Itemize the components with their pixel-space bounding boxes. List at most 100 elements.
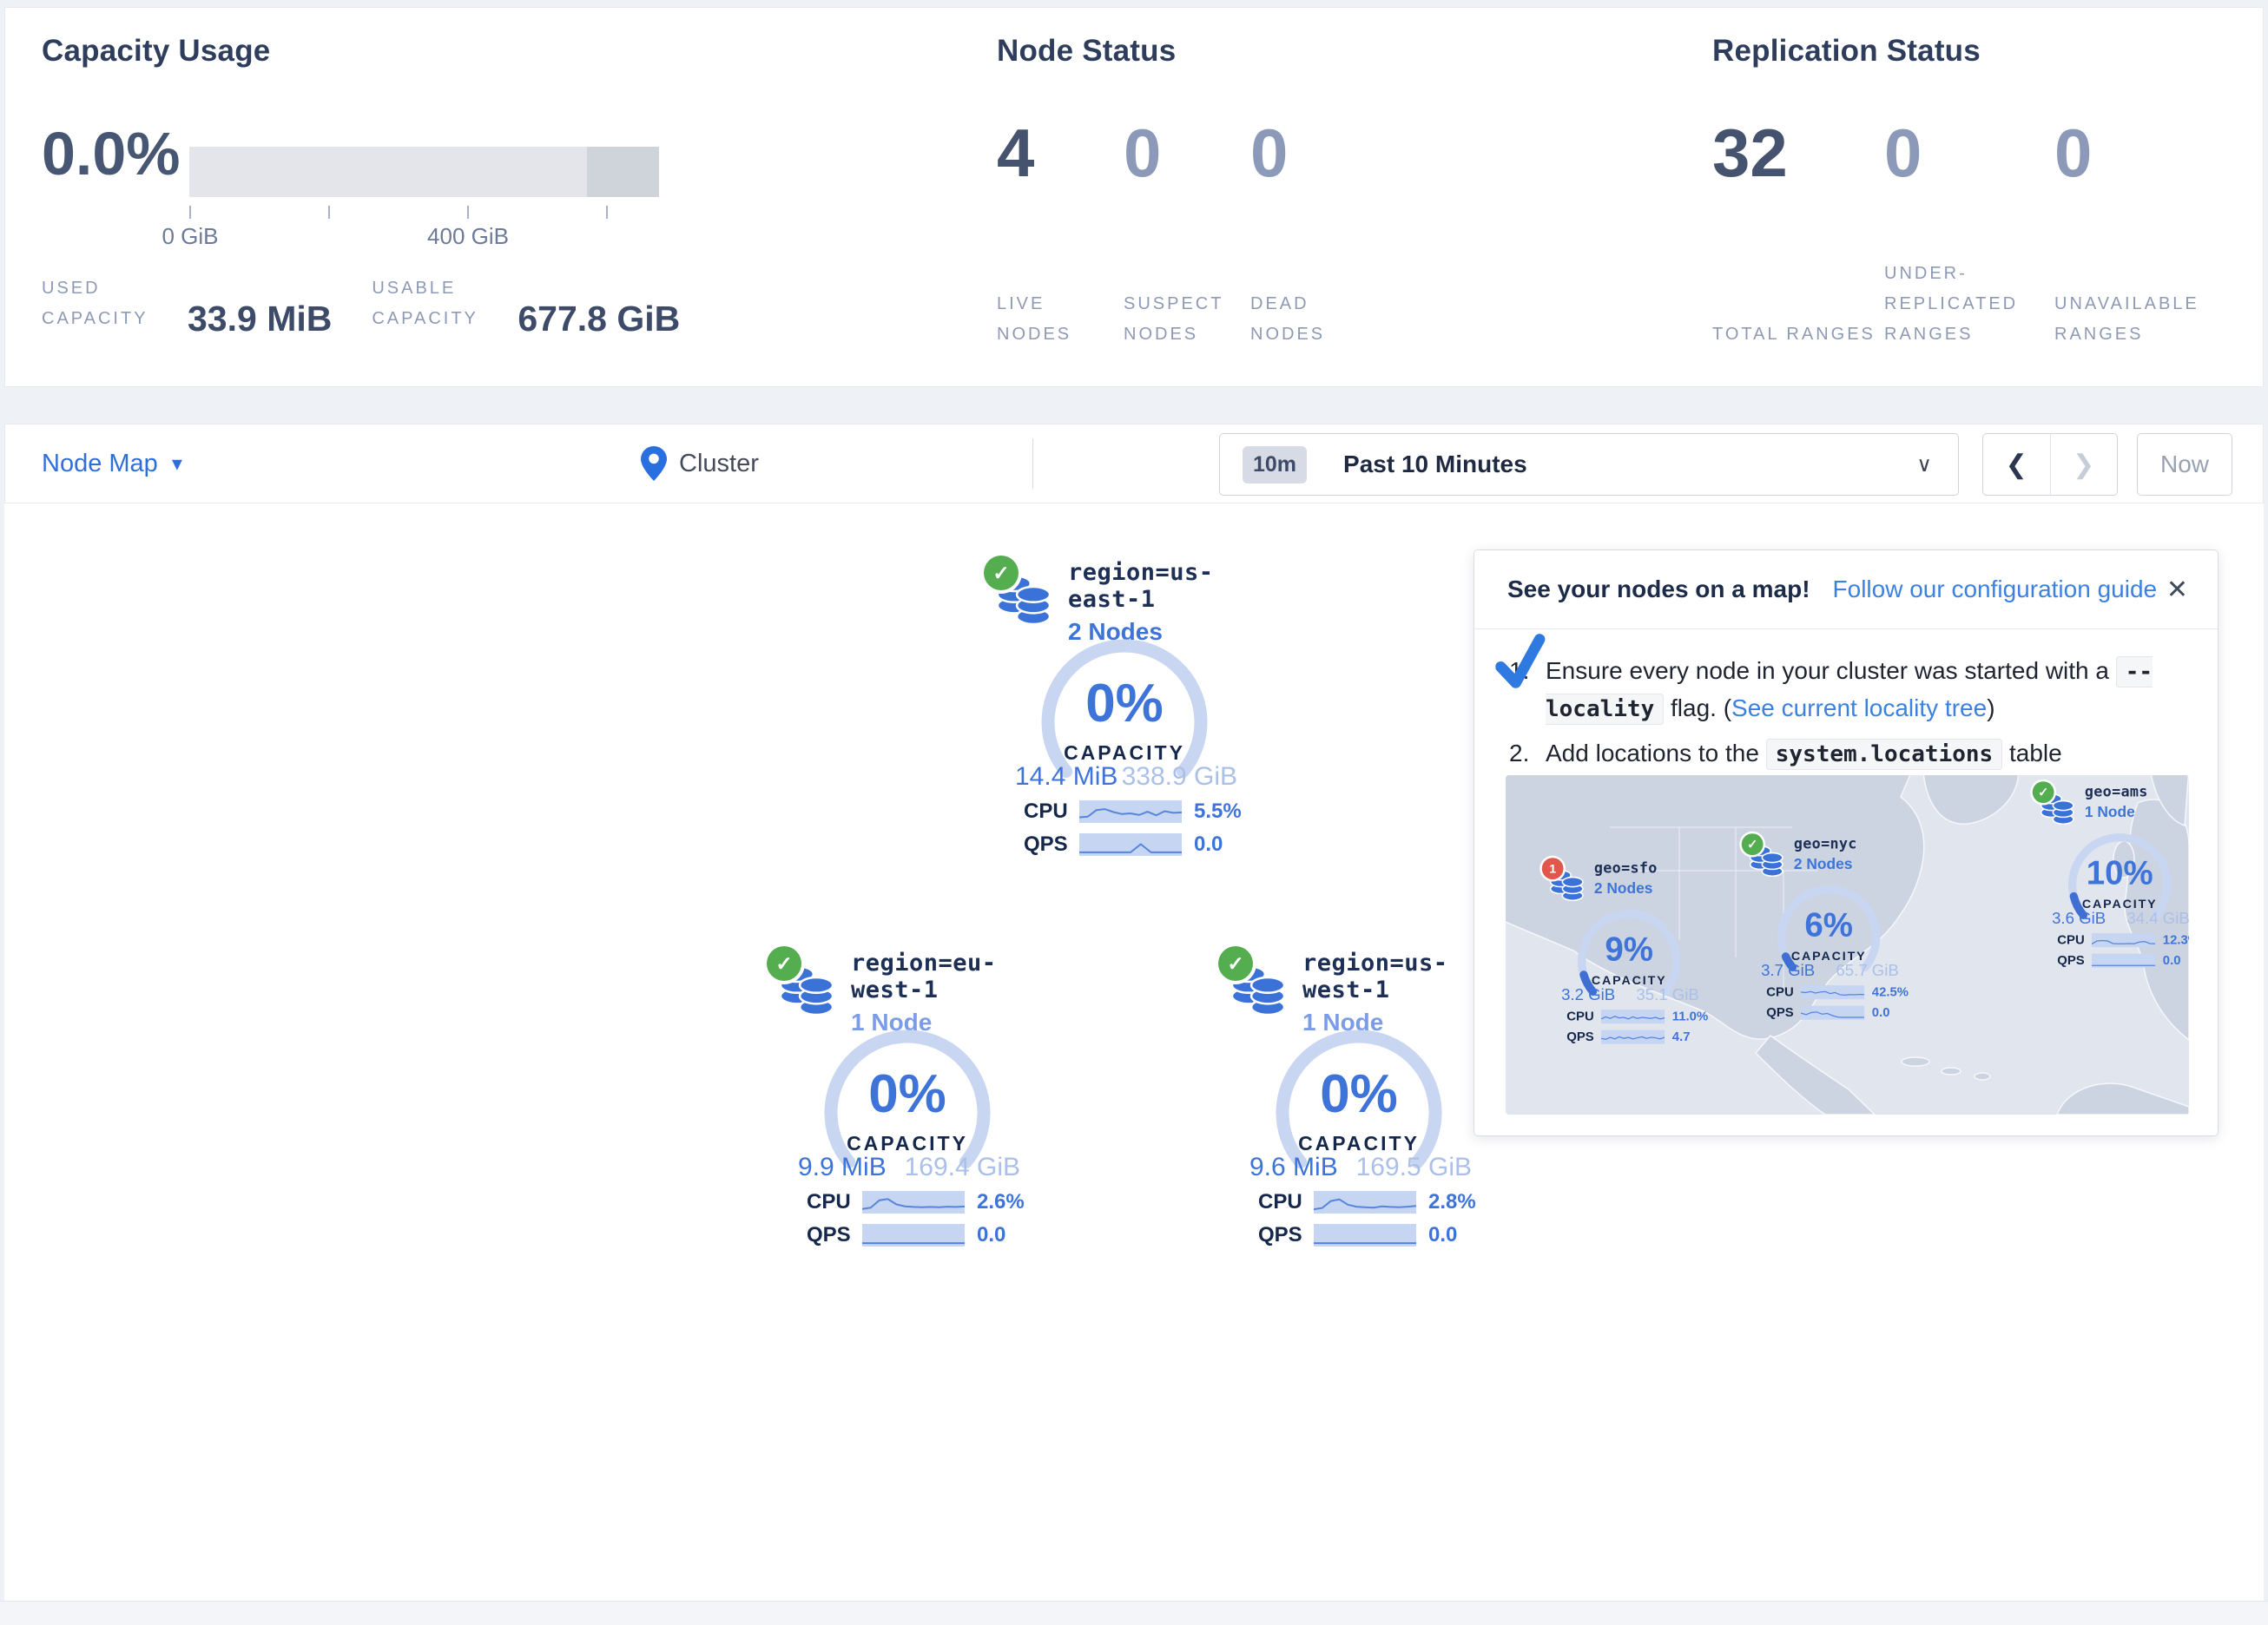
time-step-forward-button[interactable]: ❯ <box>2073 450 2095 479</box>
step-number: 2. <box>1509 739 1530 766</box>
cpu-metric-row: CPU 2.8% <box>1258 1189 1493 1215</box>
qps-label: QPS <box>1258 1223 1302 1247</box>
step-text: Add locations to the <box>1546 739 1766 766</box>
popup-header: See your nodes on a map! Follow our conf… <box>1474 550 2218 629</box>
qps-sparkline <box>2091 953 2156 968</box>
cpu-sparkline <box>1800 985 1865 1000</box>
page-footer-strip <box>0 1601 2268 1625</box>
node-map-config-popup: See your nodes on a map! Follow our conf… <box>1474 549 2219 1136</box>
time-step-back-button[interactable]: ❮ <box>1983 434 2051 495</box>
gauge-caption: CAPACITY <box>1591 972 1667 988</box>
cpu-metric-row: CPU 5.5% <box>1024 799 1258 825</box>
region-total-capacity: 35.1 GiB <box>1636 985 1699 1004</box>
cpu-label: CPU <box>807 1190 851 1214</box>
gauge-caption: CAPACITY <box>2081 896 2158 911</box>
region-card-us-east-1[interactable]: ✓ region=us-east-1 2 Nodes 0% CAPACITY 1… <box>984 554 1272 856</box>
close-icon[interactable]: ✕ <box>2166 575 2188 604</box>
gauge-percent: 9% <box>1605 931 1653 969</box>
region-metrics: CPU 42.5% QPS 0.0 <box>1766 984 1911 1025</box>
breadcrumb[interactable]: Cluster <box>641 424 759 503</box>
unavailable-count: 0 <box>2054 115 2093 191</box>
healthy-check-icon: ✓ <box>1741 833 1764 856</box>
region-used-capacity: 14.4 MiB <box>1015 762 1118 791</box>
cpu-value: 42.5% <box>1871 984 1909 1000</box>
cpu-label: CPU <box>1024 799 1068 823</box>
view-selector-dropdown[interactable]: Node Map ▾ <box>42 424 182 503</box>
under-replicated-count: 0 <box>1884 115 1922 191</box>
region-metrics: CPU 2.8% QPS 0.0 <box>1258 1189 1493 1255</box>
region-card-header: geo=ams 1 Node <box>2085 784 2148 821</box>
qps-metric-row: QPS 0.0 <box>807 1222 1041 1248</box>
breadcrumb-label: Cluster <box>679 449 759 477</box>
qps-sparkline <box>1079 833 1182 856</box>
usable-capacity-value: 677.8 GiB <box>518 299 681 339</box>
gauge-caption: CAPACITY <box>1790 948 1867 964</box>
database-icon: ✓ <box>2032 781 2078 827</box>
step-text: Ensure every node in your cluster was st… <box>1546 657 2116 684</box>
qps-label: QPS <box>1024 832 1068 856</box>
caret-down-icon: ▾ <box>171 451 182 476</box>
region-card-header: region=us-east-1 2 Nodes <box>1068 559 1272 646</box>
axis-tick <box>606 206 608 219</box>
world-map-graphic <box>1506 775 2189 1115</box>
qps-sparkline <box>1314 1224 1416 1247</box>
region-name: region=eu-west-1 <box>851 950 997 1003</box>
database-icon: ✓ <box>1741 833 1787 879</box>
capacity-gauge: 9% CAPACITY <box>1570 905 1688 1013</box>
dead-nodes-label: DEAD NODES <box>1250 294 1326 344</box>
suspect-nodes-count: 0 <box>1124 115 1162 191</box>
qps-sparkline <box>1800 1005 1865 1020</box>
replication-status-title: Replication Status <box>1712 34 1981 68</box>
region-metrics: CPU 12.3% QPS 0.0 <box>2057 932 2189 973</box>
region-card-header: geo=sfo 2 Nodes <box>1594 860 1658 898</box>
gauge-percent: 0% <box>1320 1064 1398 1124</box>
region-total-capacity: 34.4 GiB <box>2126 909 2189 928</box>
node-map-canvas: ✓ region=us-east-1 2 Nodes 0% CAPACITY 1… <box>4 503 2264 1602</box>
suspect-nodes-label: SUSPECT NODES <box>1124 294 1224 344</box>
cpu-sparkline <box>1079 800 1182 823</box>
axis-tick <box>467 206 469 219</box>
cpu-label: CPU <box>1566 1009 1594 1024</box>
region-card-us-west-1[interactable]: ✓ region=us-west-1 1 Node 0% CAPACITY 9.… <box>1218 944 1507 1247</box>
cpu-value: 2.6% <box>977 1190 1025 1214</box>
qps-label: QPS <box>2057 953 2085 968</box>
used-capacity-value: 33.9 MiB <box>188 299 333 339</box>
usable-capacity-label: USABLE CAPACITY <box>372 279 478 328</box>
capacity-gauge: 10% CAPACITY <box>2060 829 2179 937</box>
region-name: geo=nyc <box>1793 835 1857 852</box>
gauge-caption: CAPACITY <box>847 1132 968 1155</box>
system-locations-code: system.locations <box>1765 738 2003 770</box>
region-name: geo=ams <box>2084 783 2148 800</box>
region-total-capacity: 338.9 GiB <box>1121 762 1237 791</box>
axis-tick-label: 0 GiB <box>162 223 219 249</box>
cluster-summary-panel: Capacity Usage 0.0% 0 GiB 400 GiB USED C… <box>4 7 2264 387</box>
blue-check-icon <box>1495 634 1546 688</box>
mini-region-card-geo-sfo: 1 geo=sfo 2 Nodes 9% CAPACITY <box>1541 857 1721 1044</box>
qps-value: 4.7 <box>1671 1030 1691 1044</box>
gauge-percent: 0% <box>1085 674 1164 734</box>
region-total-capacity: 65.7 GiB <box>1836 961 1899 980</box>
region-metrics: CPU 2.6% QPS 0.0 <box>807 1189 1041 1255</box>
region-used-capacity: 3.6 GiB <box>2052 909 2106 928</box>
chevron-down-icon: ∨ <box>1916 452 1932 477</box>
capacity-gauge: 0% CAPACITY <box>1029 632 1220 806</box>
total-ranges-count: 32 <box>1712 115 1788 191</box>
database-icon: ✓ <box>1218 946 1291 1021</box>
time-range-selector[interactable]: 10m Past 10 Minutes ∨ <box>1219 433 1959 496</box>
qps-sparkline <box>1600 1030 1665 1044</box>
qps-metric-row: QPS 0.0 <box>1024 832 1258 858</box>
now-button[interactable]: Now <box>2137 433 2232 496</box>
configuration-guide-link[interactable]: Follow our configuration guide <box>1832 576 2158 602</box>
live-nodes-count: 4 <box>997 115 1035 191</box>
locality-tree-link[interactable]: See current locality tree <box>1731 694 1988 722</box>
gauge-percent: 10% <box>2086 854 2153 892</box>
region-card-header: geo=nyc 2 Nodes <box>1794 836 1857 873</box>
used-capacity-stat: USED CAPACITY 33.9 MiB <box>42 273 332 339</box>
qps-value: 0.0 <box>2162 953 2181 968</box>
cpu-label: CPU <box>2057 932 2085 948</box>
region-card-eu-west-1[interactable]: ✓ region=eu-west-1 1 Node 0% CAPACITY 9.… <box>767 944 1055 1247</box>
qps-label: QPS <box>807 1223 851 1247</box>
healthy-check-icon: ✓ <box>984 556 1019 590</box>
healthy-check-icon: ✓ <box>1218 946 1253 981</box>
gauge-percent: 0% <box>868 1064 946 1124</box>
